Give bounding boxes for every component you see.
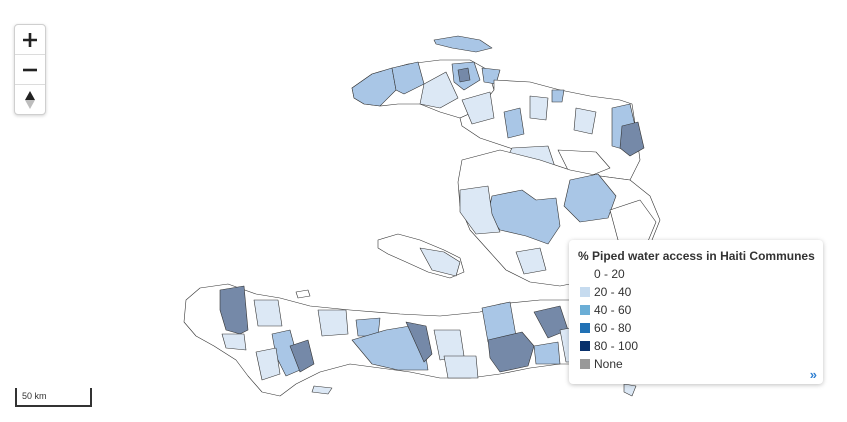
commune-region[interactable] — [529, 95, 549, 121]
double-chevron-right-icon[interactable]: » — [809, 367, 817, 382]
legend-swatch — [580, 287, 590, 297]
legend-item-20-40: 20 - 40 — [578, 283, 814, 301]
commune-region[interactable] — [317, 309, 349, 337]
commune-region[interactable] — [221, 333, 247, 351]
legend-swatch — [580, 341, 590, 351]
legend-item-none: None — [578, 355, 814, 373]
commune-region[interactable] — [533, 341, 561, 365]
commune-region[interactable] — [515, 247, 547, 275]
legend-label: 40 - 60 — [594, 303, 632, 317]
minus-icon — [23, 68, 37, 71]
zoom-in-button[interactable] — [15, 25, 45, 55]
commune-region[interactable] — [619, 121, 645, 157]
commune-region[interactable] — [487, 331, 535, 373]
communes-layer[interactable] — [183, 35, 661, 397]
commune-region[interactable] — [457, 67, 471, 83]
commune-region[interactable] — [351, 67, 397, 107]
commune-region[interactable] — [551, 89, 565, 103]
commune-region[interactable] — [573, 107, 597, 135]
scale-label: 50 km — [22, 391, 47, 401]
legend-item-0-20: 0 - 20 — [578, 265, 814, 283]
ile-a-vache[interactable] — [311, 385, 333, 395]
islet[interactable] — [623, 383, 637, 397]
legend-item-40-60: 40 - 60 — [578, 301, 814, 319]
commune-region[interactable] — [419, 71, 459, 109]
commune-region[interactable] — [289, 339, 315, 373]
commune-region[interactable] — [405, 321, 433, 363]
legend-item-80-100: 80 - 100 — [578, 337, 814, 355]
legend-title: % Piped water access in Haiti Communes — [578, 249, 815, 263]
commune-region[interactable] — [461, 91, 495, 125]
legend-swatch — [580, 305, 590, 315]
legend-label: 20 - 40 — [594, 285, 632, 299]
commune-region[interactable] — [557, 149, 611, 177]
legend-item-60-80: 60 - 80 — [578, 319, 814, 337]
commune-region[interactable] — [253, 299, 283, 327]
tortuga-island[interactable] — [433, 35, 493, 53]
legend-label: None — [594, 357, 623, 371]
islet[interactable] — [295, 289, 311, 299]
commune-region[interactable] — [563, 173, 617, 223]
legend: % Piped water access in Haiti Communes 0… — [569, 240, 823, 384]
commune-region[interactable] — [609, 199, 657, 247]
legend-swatch — [580, 269, 590, 279]
reset-north-button[interactable] — [15, 85, 45, 114]
commune-region[interactable] — [459, 185, 501, 235]
commune-region[interactable] — [391, 61, 425, 95]
plus-icon — [23, 32, 37, 47]
legend-label: 80 - 100 — [594, 339, 639, 353]
scale-bar: 50 km — [15, 388, 92, 407]
zoom-out-button[interactable] — [15, 55, 45, 85]
zoom-control — [14, 24, 46, 115]
commune-region[interactable] — [503, 107, 525, 139]
legend-swatch — [580, 323, 590, 333]
commune-region[interactable] — [255, 347, 281, 381]
legend-label: 0 - 20 — [594, 267, 625, 281]
legend-label: 60 - 80 — [594, 321, 632, 335]
legend-swatch — [580, 359, 590, 369]
commune-region[interactable] — [419, 247, 461, 277]
north-arrow-icon — [25, 90, 35, 109]
commune-region[interactable] — [443, 355, 479, 379]
